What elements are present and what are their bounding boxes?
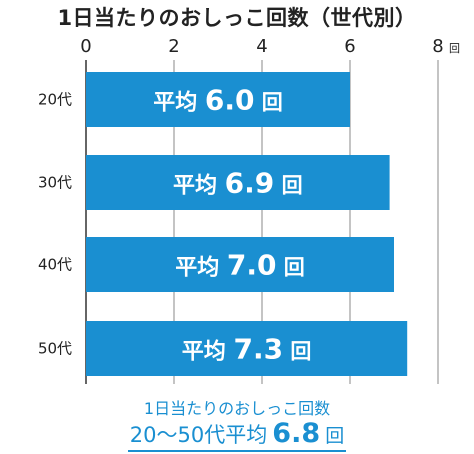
bar-50代 xyxy=(86,321,408,376)
category-label: 30代 xyxy=(38,174,72,192)
summary-underline: 20〜50代平均 6.8 回 xyxy=(127,418,347,452)
category-label: 50代 xyxy=(38,340,72,358)
x-tick-label: 0 xyxy=(80,36,91,57)
bar-chart: 0 2 4 6 8 回 20代 平均 6.0 回 30代 平均 6.9 回 40代 平均 7.0 回 5… xyxy=(38,36,460,384)
x-tick-label: 4 xyxy=(256,36,267,57)
bar-data-label: 平均 6.0 回 xyxy=(153,84,283,117)
summary-line-1: 1日当たりのおしっこ回数 xyxy=(143,399,331,418)
bar-30代 xyxy=(86,155,390,210)
category-label: 40代 xyxy=(38,256,72,274)
x-tick-unit: 回 xyxy=(449,42,460,55)
summary-label: 20〜50代平均 xyxy=(129,423,268,447)
x-tick-label: 6 xyxy=(344,36,355,57)
bar-20代 xyxy=(86,72,350,127)
x-tick-label: 2 xyxy=(168,36,179,57)
summary-line-2: 20〜50代平均 6.8 回 xyxy=(0,418,474,452)
chart-title: 1日当たりのおしっこ回数（世代別） xyxy=(57,6,417,30)
x-tick-label: 8 xyxy=(432,36,443,57)
category-label: 20代 xyxy=(38,91,72,109)
bar-data-label: 平均 7.3 回 xyxy=(182,333,312,366)
summary-value: 6.8 xyxy=(272,418,321,449)
bar-data-label: 平均 6.9 回 xyxy=(173,167,303,200)
summary-unit: 回 xyxy=(325,425,345,447)
bar-data-label: 平均 7.0 回 xyxy=(175,249,305,282)
bar-40代 xyxy=(86,237,394,292)
